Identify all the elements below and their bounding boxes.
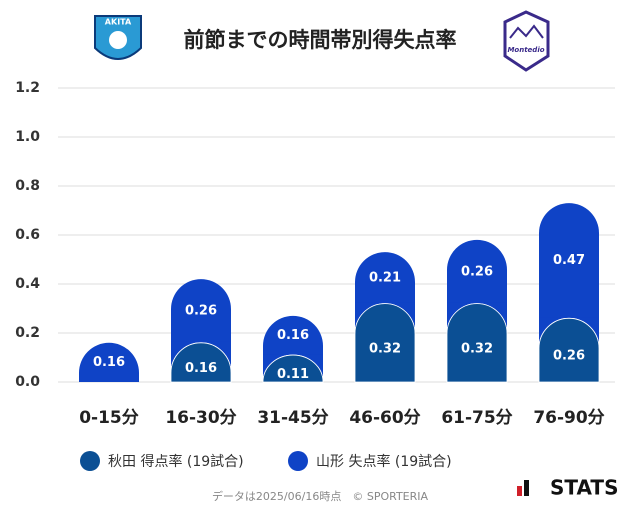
value-label: 0.16 (93, 355, 125, 370)
y-tick-label: 0.4 (15, 276, 40, 292)
bar-segment-top (170, 342, 232, 383)
value-label-front: 0.32 (369, 341, 401, 356)
bar-segment-top (446, 303, 508, 383)
value-label-front: 0.32 (461, 341, 493, 356)
x-tick-label: 46-60分 (349, 408, 420, 428)
y-tick-label: 0.0 (15, 374, 40, 390)
legend-label: 秋田 得点率 (19試合) (108, 453, 244, 470)
x-tick-label: 31-45分 (257, 408, 328, 428)
y-tick-label: 0.2 (15, 325, 40, 341)
left-team-logo: AKITA (94, 15, 142, 60)
bar-segment (539, 203, 599, 319)
x-tick-label: 0-15分 (79, 408, 139, 428)
chart-title: 前節までの時間帯別得失点率 (184, 28, 457, 52)
bar-fill (79, 381, 139, 382)
footnote: データは2025/06/16時点 © SPORTERIA (212, 489, 429, 503)
y-tick-label: 1.0 (15, 129, 40, 145)
bar-segment (447, 239, 507, 304)
value-label: 0.21 (369, 270, 401, 285)
bar-segment-top (262, 354, 324, 383)
x-tick-label: 61-75分 (441, 408, 512, 428)
bar-segment (171, 279, 232, 343)
value-label: 0.26 (185, 303, 217, 318)
legend-label: 山形 失点率 (19試合) (316, 453, 452, 470)
legend-swatch (80, 451, 100, 471)
brand-logo: STATS (517, 476, 618, 500)
bar-segment-top (538, 317, 600, 383)
legend-swatch (288, 451, 308, 471)
right-logo-text: Montedio (507, 46, 544, 54)
brand-text: STATS (550, 476, 618, 500)
bar-segment (355, 252, 415, 304)
y-tick-label: 0.6 (15, 227, 40, 243)
y-tick-label: 0.8 (15, 178, 40, 194)
bar-segment (263, 315, 323, 356)
left-logo-text: AKITA (105, 18, 132, 27)
x-tick-label: 16-30分 (165, 408, 236, 428)
value-label-front: 0.16 (185, 361, 217, 376)
value-label: 0.47 (553, 253, 585, 268)
value-label-front: 0.26 (553, 349, 585, 364)
bar-segment-top (354, 303, 416, 383)
x-tick-label: 76-90分 (533, 408, 604, 428)
value-label: 0.16 (277, 328, 309, 343)
right-team-logo: Montedio (503, 10, 550, 72)
value-label-front: 0.11 (277, 367, 309, 382)
value-label: 0.26 (461, 264, 493, 279)
y-tick-label: 1.2 (15, 80, 40, 96)
bar-segment (79, 342, 139, 382)
